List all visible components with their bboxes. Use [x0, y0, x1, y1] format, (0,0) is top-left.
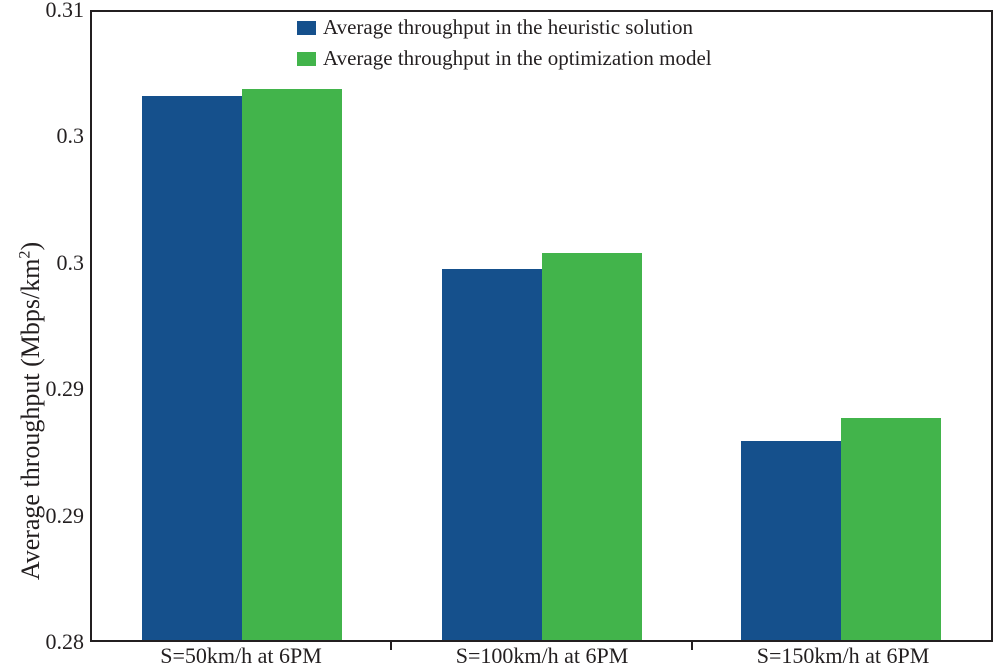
x-category-label: S=50km/h at 6PM: [160, 643, 322, 668]
y-axis-title-superscript: 2: [16, 250, 34, 259]
y-tick-label: 0.3: [56, 123, 85, 149]
bar-optimization-group-3: [841, 418, 941, 640]
x-category-label: S=150km/h at 6PM: [756, 643, 930, 668]
bar-heuristic-group-2: [442, 269, 542, 640]
legend-swatch-optimization: [297, 51, 316, 66]
legend-label-heuristic: Average throughput in the heuristic solu…: [323, 15, 693, 39]
y-tick-label: 0.29: [45, 376, 85, 402]
y-tick-label: 0.29: [45, 502, 85, 528]
legend: Average throughput in the heuristic solu…: [297, 15, 712, 78]
y-tick-label: 0.31: [45, 0, 85, 22]
plot-area: [90, 10, 993, 642]
bar-heuristic-group-1: [142, 96, 242, 640]
y-axis-title-text: Average throughput (Mbps/km: [16, 258, 45, 581]
bar-optimization-group-1: [242, 89, 342, 640]
bar-heuristic-group-3: [741, 441, 841, 640]
y-axis-title-suffix: ): [16, 241, 45, 251]
y-tick-label: 0.28: [45, 629, 85, 654]
legend-item-heuristic: Average throughput in the heuristic solu…: [297, 15, 712, 39]
y-tick-label: 0.3: [56, 249, 85, 275]
legend-swatch-heuristic: [297, 20, 316, 35]
bar-optimization-group-2: [542, 253, 642, 640]
x-tick-mark: [390, 642, 392, 650]
legend-item-optimization: Average throughput in the optimization m…: [297, 46, 712, 71]
x-category-label: S=100km/h at 6PM: [455, 643, 629, 668]
x-tick-mark: [691, 642, 693, 650]
y-axis-title: Average throughput (Mbps/km2): [16, 242, 46, 580]
legend-label-optimization: Average throughput in the optimization m…: [323, 46, 712, 71]
